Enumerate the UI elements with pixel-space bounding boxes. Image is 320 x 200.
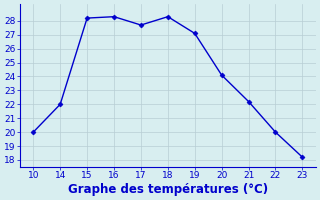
X-axis label: Graphe des températures (°C): Graphe des températures (°C) bbox=[68, 183, 268, 196]
